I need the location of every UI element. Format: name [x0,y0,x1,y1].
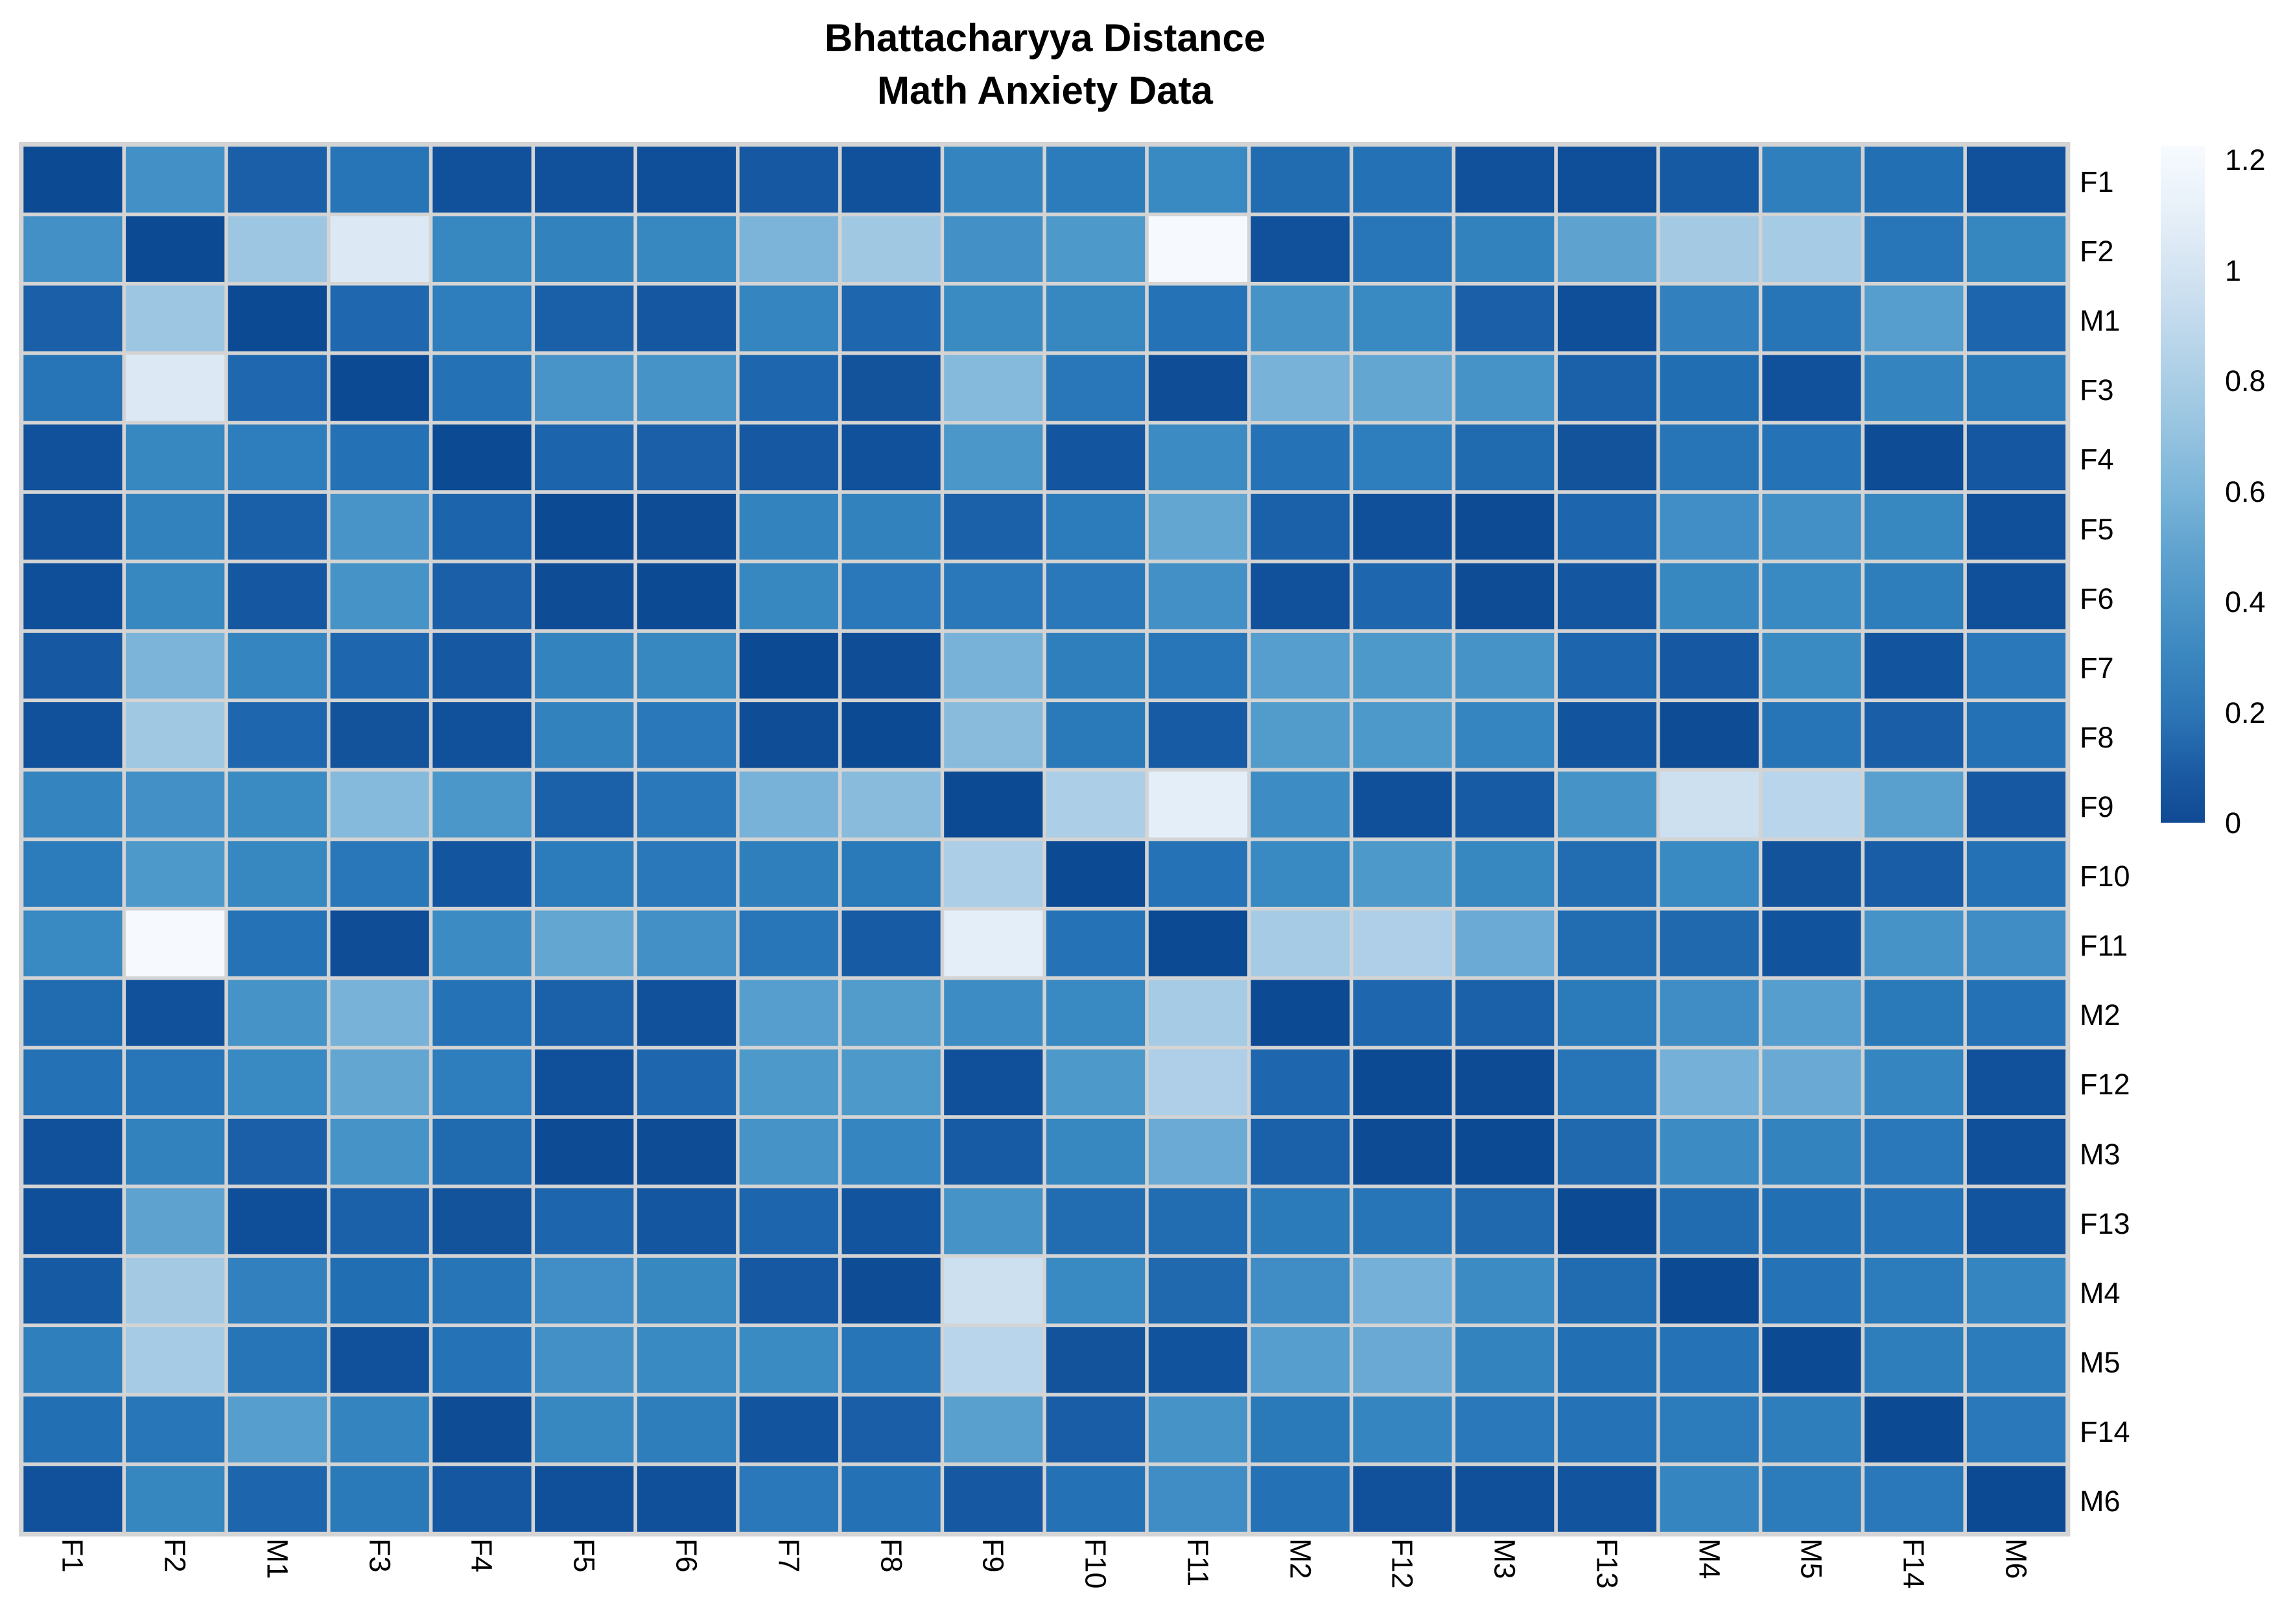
svg-text:M5: M5 [2080,1346,2121,1379]
svg-text:M6: M6 [2080,1485,2121,1518]
svg-text:F2: F2 [159,1538,192,1573]
svg-text:M1: M1 [261,1538,294,1579]
svg-text:M5: M5 [1795,1538,1828,1579]
svg-text:F1: F1 [56,1538,89,1573]
svg-text:M4: M4 [2080,1277,2121,1310]
svg-text:F12: F12 [1386,1538,1419,1589]
svg-text:F13: F13 [2080,1207,2130,1240]
svg-text:F7: F7 [773,1538,806,1573]
svg-text:F12: F12 [2080,1068,2130,1101]
svg-text:0.6: 0.6 [2225,475,2266,508]
svg-text:F5: F5 [2080,513,2114,546]
svg-text:1: 1 [2225,254,2241,287]
svg-text:M4: M4 [1693,1538,1726,1579]
svg-text:F1: F1 [2080,165,2114,198]
svg-text:F4: F4 [2080,443,2114,476]
svg-text:M3: M3 [1488,1538,1522,1579]
svg-text:1.2: 1.2 [2225,143,2266,176]
svg-text:0.2: 0.2 [2225,696,2266,729]
svg-text:F11: F11 [2080,929,2128,962]
svg-text:F4: F4 [465,1538,499,1573]
svg-text:F10: F10 [2080,860,2130,893]
svg-text:F14: F14 [2080,1415,2130,1448]
svg-text:M2: M2 [1284,1538,1317,1579]
svg-text:F9: F9 [2080,790,2114,823]
svg-text:F11: F11 [1182,1538,1215,1586]
svg-text:0.4: 0.4 [2225,585,2266,618]
svg-text:F2: F2 [2080,235,2114,268]
svg-text:M6: M6 [2000,1538,2033,1579]
svg-text:M2: M2 [2080,998,2121,1031]
svg-text:F8: F8 [2080,721,2114,754]
svg-text:M3: M3 [2080,1138,2121,1171]
svg-text:F8: F8 [875,1538,908,1573]
svg-text:F3: F3 [364,1538,397,1573]
svg-text:F10: F10 [1079,1538,1112,1589]
svg-text:F6: F6 [2080,582,2114,615]
svg-text:F14: F14 [1898,1538,1931,1589]
svg-text:F9: F9 [977,1538,1010,1573]
svg-text:F13: F13 [1591,1538,1624,1589]
svg-text:F3: F3 [2080,373,2114,406]
svg-text:Math Anxiety Data: Math Anxiety Data [877,69,1214,112]
svg-text:F5: F5 [568,1538,601,1573]
svg-text:0.8: 0.8 [2225,364,2266,397]
svg-text:F7: F7 [2080,652,2114,685]
svg-text:F6: F6 [670,1538,703,1573]
svg-text:M1: M1 [2080,304,2121,337]
svg-text:Bhattacharyya Distance: Bhattacharyya Distance [825,16,1265,60]
svg-text:0: 0 [2225,806,2241,840]
